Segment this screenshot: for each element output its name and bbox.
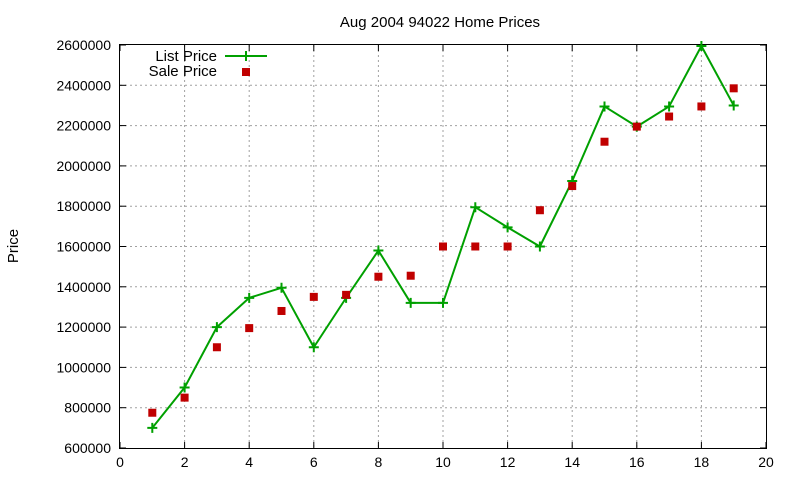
data-point-sale-price	[374, 272, 383, 281]
legend-label-list-price: List Price	[155, 48, 217, 65]
x-tick-label: 10	[435, 454, 451, 470]
x-tick-label: 16	[629, 454, 645, 470]
x-tick-label: 2	[181, 454, 189, 470]
data-point-list-price	[373, 245, 384, 256]
x-tick-label: 4	[245, 454, 253, 470]
data-point-list-price	[405, 297, 416, 308]
data-point-sale-price	[665, 112, 674, 121]
legend: List Price Sale Price	[149, 48, 267, 80]
data-point-sale-price	[148, 408, 157, 417]
data-point-sale-price	[342, 290, 351, 299]
data-point-sale-price	[503, 242, 512, 251]
data-point-sale-price	[406, 271, 415, 280]
legend-label-sale-price: Sale Price	[149, 63, 217, 80]
data-point-list-price	[308, 342, 319, 353]
data-point-list-price	[147, 422, 158, 433]
data-point-list-price	[502, 222, 513, 233]
x-tick-label: 18	[694, 454, 710, 470]
y-tick-label: 1200000	[56, 319, 111, 335]
data-point-sale-price	[180, 393, 189, 402]
data-point-list-price	[276, 282, 287, 293]
data-point-list-price	[696, 41, 707, 52]
legend-marker-list-price	[241, 51, 251, 61]
y-tick-label: 600000	[64, 440, 111, 456]
y-tick-label: 2000000	[56, 158, 111, 174]
data-point-sale-price	[245, 324, 254, 333]
data-point-sale-price	[535, 206, 544, 215]
y-tick-label: 2400000	[56, 77, 111, 93]
y-tick-label: 800000	[64, 400, 111, 416]
data-point-list-price	[664, 101, 675, 112]
chart-title: Aug 2004 94022 Home Prices	[340, 14, 540, 31]
data-point-list-price	[211, 322, 222, 333]
data-point-sale-price	[568, 182, 577, 191]
series	[147, 41, 739, 433]
data-point-list-price	[470, 202, 481, 213]
data-point-list-price	[728, 100, 739, 111]
y-tick-label: 1400000	[56, 279, 111, 295]
data-point-list-price	[599, 101, 610, 112]
ticks: 0 2 4 6 8 10 12 14 16 18 20 600000 800000 1000000 1200…	[56, 37, 774, 470]
data-point-sale-price	[277, 306, 286, 315]
data-point-sale-price	[471, 242, 480, 251]
y-tick-label: 2600000	[56, 37, 111, 53]
data-point-sale-price	[600, 137, 609, 146]
y-tick-label: 1800000	[56, 198, 111, 214]
x-tick-label: 14	[564, 454, 580, 470]
y-axis-label: Price	[5, 229, 22, 263]
data-point-sale-price	[439, 242, 447, 251]
y-tick-label: 2200000	[56, 118, 111, 134]
data-point-list-price	[438, 297, 448, 308]
data-point-sale-price	[729, 84, 738, 93]
data-point-list-price	[244, 292, 255, 303]
data-point-list-price	[179, 382, 190, 393]
data-point-sale-price	[309, 292, 318, 301]
data-point-sale-price	[697, 102, 706, 111]
y-tick-label: 1000000	[56, 359, 111, 375]
plot-frame	[119, 44, 767, 449]
x-tick-label: 12	[500, 454, 516, 470]
x-tick-label: 8	[375, 454, 383, 470]
data-point-list-price	[534, 241, 545, 252]
data-point-sale-price	[212, 343, 221, 352]
data-point-sale-price	[632, 122, 641, 131]
x-tick-label: 6	[310, 454, 318, 470]
legend-marker-sale-price	[242, 68, 250, 76]
x-tick-label: 20	[758, 454, 774, 470]
y-tick-label: 1600000	[56, 239, 111, 255]
x-tick-label: 0	[116, 454, 124, 470]
